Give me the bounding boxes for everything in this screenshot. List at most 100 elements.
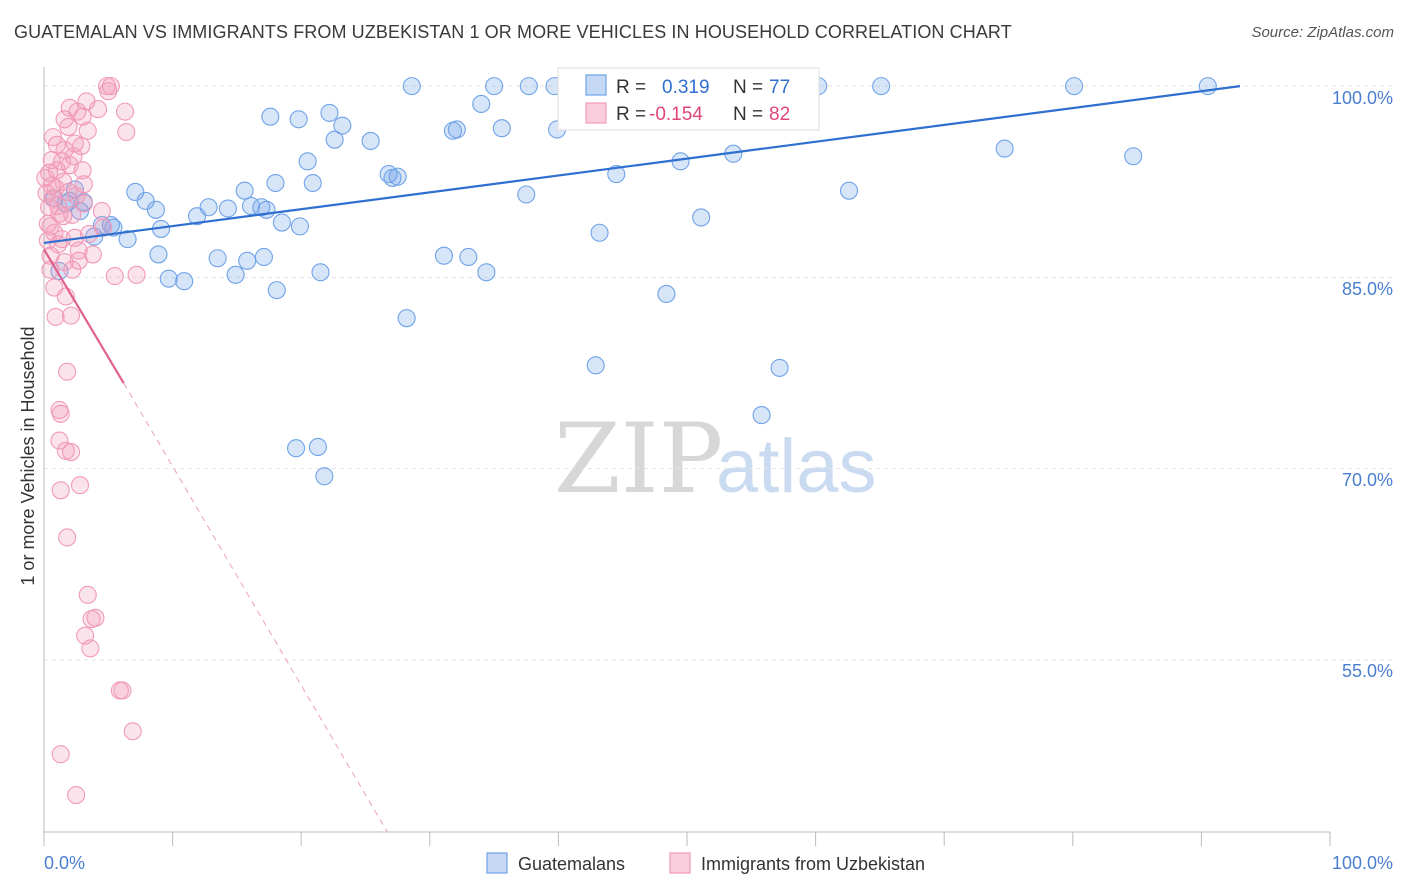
uzbekistan-point-71 [123, 722, 142, 741]
guatemalan-point-16 [149, 245, 168, 264]
uzbekistan-point-42 [67, 785, 86, 805]
guatemalan-point-74 [770, 358, 789, 377]
guatemalan-point-23 [226, 265, 245, 284]
guatemalan-point-77 [872, 77, 891, 96]
uzbekistan-point-20 [51, 481, 70, 500]
uzbekistan-point-18 [50, 431, 69, 450]
guatemalan-point-57 [485, 77, 504, 96]
guatemalan-point-35 [298, 152, 317, 171]
guatemalan-point-48 [388, 167, 407, 186]
guatemalan-point-34 [290, 217, 309, 236]
guatemalan-point-54 [459, 247, 478, 267]
guatemalan-point-64 [586, 356, 605, 375]
bottom-legend-label-uzbekistan: Immigrants from Uzbekistan [701, 854, 925, 874]
guatemalan-point-65 [607, 165, 626, 184]
guatemalan-point-27 [241, 196, 261, 216]
uzbekistan-point-48 [73, 161, 92, 180]
uzbekistan-point-15 [49, 196, 68, 216]
uzbekistan-point-54 [78, 121, 97, 140]
guatemalan-point-80 [1124, 147, 1143, 166]
uzbekistan-point-12 [46, 307, 65, 326]
legend-r-label-pink: R = [616, 104, 646, 125]
uzbekistan-point-67 [105, 267, 124, 286]
guatemalan-point-33 [287, 439, 306, 458]
guatemalan-point-22 [218, 199, 237, 218]
legend-r-value-pink: -0.154 [649, 104, 703, 125]
guatemalan-point-63 [590, 223, 609, 242]
uzbekistan-point-47 [72, 137, 91, 156]
uzbekistan-point-79 [61, 306, 81, 325]
legend-swatch-blue [585, 74, 607, 96]
series-uzbekistan-points [36, 77, 146, 805]
guatemalan-point-41 [315, 467, 334, 486]
legend-n-label-blue: N = [733, 77, 763, 98]
guatemalan-point-40 [311, 263, 330, 282]
guatemalan-point-29 [257, 200, 276, 219]
guatemalan-point-20 [199, 198, 218, 217]
source-label: Source: ZipAtlas.com [1251, 24, 1394, 41]
uzbekistan-point-21 [51, 745, 70, 764]
uzbekistan-point-57 [81, 639, 100, 658]
bottom-legend-swatch-blue [486, 852, 508, 874]
guatemalan-point-10 [104, 218, 123, 237]
uzbekistan-point-44 [69, 241, 88, 260]
guatemalan-point-24 [238, 251, 257, 270]
uzbekistan-point-70 [117, 122, 136, 142]
guatemalan-point-14 [146, 200, 165, 219]
guatemalan-point-25 [235, 181, 254, 200]
guatemalan-point-36 [303, 173, 322, 193]
uzbekistan-point-62 [92, 202, 111, 221]
uzbekistan-point-29 [58, 528, 77, 547]
guatemalan-point-39 [308, 437, 327, 457]
guatemalan-point-30 [266, 173, 285, 193]
guatemalan-point-32 [267, 281, 286, 300]
uzbekistan-point-66 [101, 77, 120, 96]
guatemalan-point-38 [261, 107, 280, 126]
trend-lines [43, 85, 1241, 833]
uzbekistan-point-36 [63, 205, 82, 224]
guatemalan-point-13 [136, 191, 155, 210]
grid-lines [44, 85, 1392, 661]
guatemalan-point-21 [208, 249, 227, 268]
uzbekistan-point-76 [50, 204, 69, 223]
legend-n-value-pink: 82 [769, 104, 790, 125]
uzbekistan-point-74 [41, 217, 60, 236]
uzbekistan-point-37 [63, 260, 82, 279]
bottom-legend-label-guatemalans: Guatemalans [518, 854, 625, 874]
uzbekistan-point-73 [115, 102, 135, 121]
guatemalan-point-59 [517, 185, 536, 204]
x-tick-label-0: 0.0% [44, 853, 85, 873]
guatemalan-point-28 [254, 247, 273, 267]
uzbekistan-point-19 [51, 404, 70, 423]
legend-n-value-blue: 77 [769, 77, 790, 98]
uzbekistan-point-30 [58, 362, 77, 381]
uzbekistan-point-60 [86, 608, 105, 627]
legend-n-label-pink: N = [733, 104, 763, 125]
guatemalan-point-76 [839, 181, 859, 200]
guatemalan-point-69 [692, 208, 711, 227]
uzbekistan-point-35 [61, 442, 81, 462]
uzbekistan-point-49 [73, 107, 92, 126]
guatemalan-point-45 [361, 131, 380, 150]
guatemalan-point-18 [175, 272, 194, 291]
guatemalan-point-31 [272, 213, 291, 232]
uzbekistan-point-77 [55, 140, 74, 159]
uzbekistan-point-75 [46, 179, 65, 198]
legend-r-value-blue: 0.319 [662, 77, 710, 98]
axes [43, 67, 1331, 846]
uzbekistan-point-31 [59, 117, 78, 136]
guatemalan-point-12 [126, 182, 145, 201]
guatemalan-point-60 [519, 77, 538, 96]
uzbekistan-point-69 [113, 681, 132, 700]
uzbekistan-point-72 [127, 265, 146, 284]
y-tick-label-100: 100.0% [1332, 88, 1393, 108]
uzbekistan-point-55 [78, 585, 97, 604]
guatemalan-point-73 [752, 406, 771, 425]
guatemalan-point-43 [325, 130, 344, 149]
y-tick-label-85: 85.0% [1342, 279, 1393, 299]
guatemalan-point-78 [995, 139, 1014, 158]
guatemalan-trend-line [43, 85, 1241, 245]
chart-title: GUATEMALAN VS IMMIGRANTS FROM UZBEKISTAN… [14, 22, 1012, 42]
y-axis-label: 1 or more Vehicles in Household [18, 326, 38, 585]
